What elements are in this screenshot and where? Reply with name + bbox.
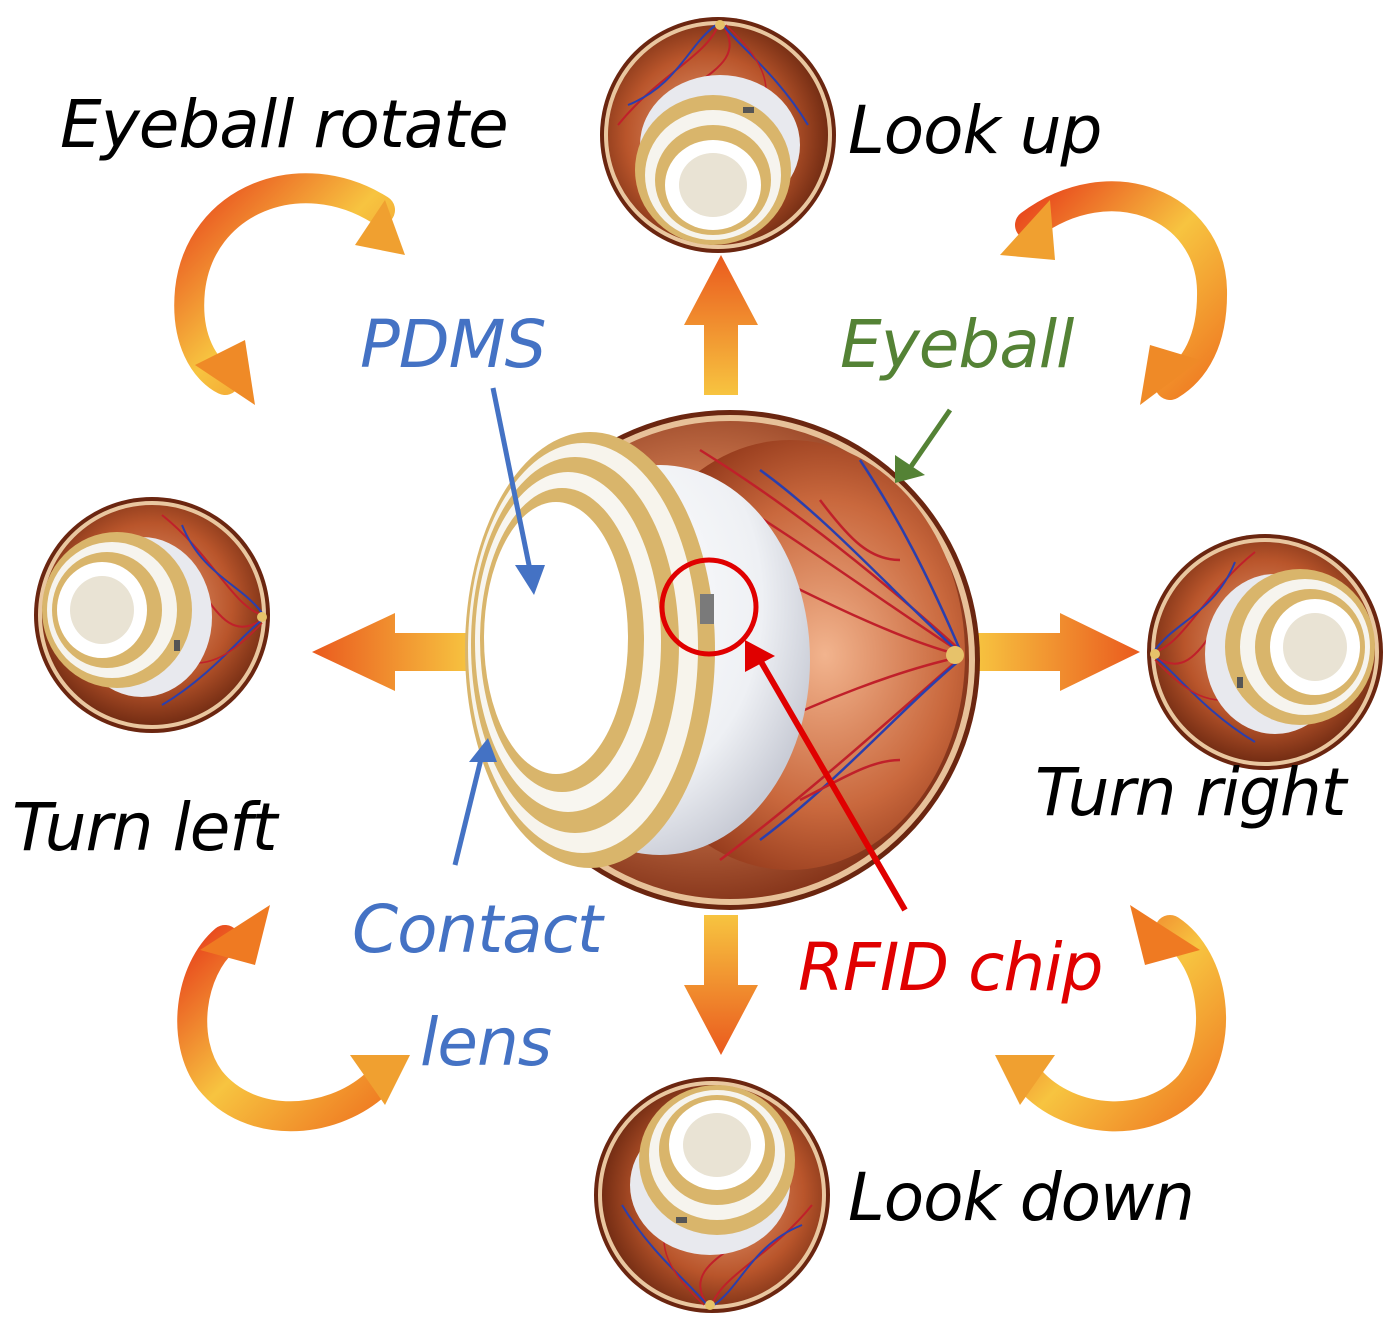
arrow-left bbox=[312, 613, 470, 691]
label-turn-left: Turn left bbox=[12, 789, 278, 866]
label-contact-lens-line1: Contact bbox=[352, 891, 603, 968]
contact-lens-pointer bbox=[452, 738, 497, 866]
rotation-arrow-top-right bbox=[1000, 181, 1228, 405]
eye-turn-right bbox=[1145, 532, 1385, 772]
arrow-right bbox=[975, 613, 1140, 691]
rotation-arrow-bottom-left bbox=[177, 905, 410, 1132]
label-rfid-chip: RFID chip bbox=[798, 929, 1103, 1006]
rfid-chip-icon bbox=[700, 594, 714, 624]
eye-look-up bbox=[598, 15, 838, 255]
vein-network bbox=[699, 448, 963, 861]
arrow-down bbox=[684, 915, 758, 1055]
rfid-pointer bbox=[745, 640, 908, 912]
eye-look-down bbox=[592, 1075, 832, 1315]
rotation-arrow-bottom-right bbox=[995, 905, 1226, 1132]
eyeball-pointer bbox=[895, 408, 953, 483]
rfid-highlight-circle bbox=[659, 557, 759, 657]
eyeball-with-contact-lens-icon bbox=[465, 410, 980, 910]
arrow-up bbox=[684, 255, 758, 395]
label-eyeball: Eyeball bbox=[840, 306, 1074, 383]
rotation-arrow-top-left bbox=[174, 173, 405, 405]
label-contact-lens-line2: lens bbox=[420, 1004, 552, 1081]
pdms-pointer bbox=[490, 387, 545, 595]
label-turn-right: Turn right bbox=[1035, 754, 1347, 831]
label-eyeball-rotate: Eyeball rotate bbox=[60, 86, 509, 163]
label-pdms: PDMS bbox=[360, 306, 546, 383]
label-look-up: Look up bbox=[848, 92, 1102, 169]
eye-turn-left bbox=[32, 495, 272, 735]
label-look-down: Look down bbox=[848, 1159, 1195, 1236]
